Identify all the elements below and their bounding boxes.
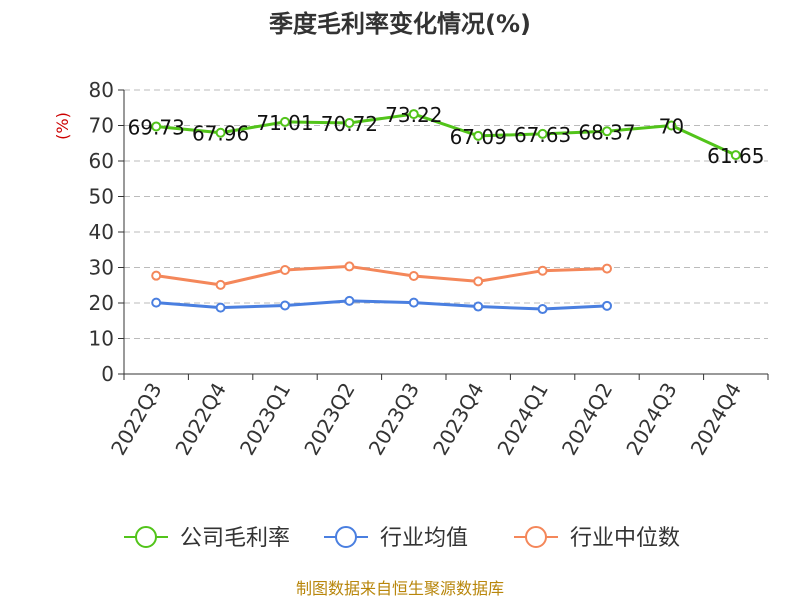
data-point — [473, 130, 484, 141]
data-point — [730, 150, 741, 161]
data-label: 71.01 — [256, 111, 313, 135]
legend-label: 行业均值 — [380, 526, 468, 551]
data-label: 70.72 — [321, 112, 378, 136]
legend-label: 行业中位数 — [570, 526, 680, 551]
data-label: 68.37 — [578, 120, 635, 144]
y-tick-label: 20 — [89, 291, 114, 315]
data-point — [280, 264, 290, 275]
data-point — [537, 128, 548, 139]
data-point — [151, 270, 162, 281]
chart-title: 季度毛利率变化情况(%) — [269, 10, 531, 38]
data-point — [537, 304, 548, 315]
data-point — [602, 263, 612, 274]
data-label: 73.22 — [385, 103, 442, 127]
data-labels: 69.73 67.96 71.01 70.72 73.22 67.09 67.63 68.37… — [128, 103, 765, 168]
series-line — [155, 264, 608, 287]
x-tick-label: 2024Q3 — [621, 379, 681, 460]
data-point — [215, 302, 226, 313]
data-point — [344, 261, 355, 272]
data-label: 69.73 — [128, 115, 185, 139]
legend-marker — [135, 526, 157, 548]
legend-marker — [335, 526, 357, 548]
data-point — [151, 121, 162, 132]
data-label: 67.09 — [450, 125, 507, 149]
data-point — [151, 297, 162, 308]
y-tick-label: 30 — [89, 256, 114, 280]
data-point — [280, 300, 290, 311]
x-tick-label: 2024Q1 — [492, 379, 552, 460]
data-point — [215, 279, 226, 290]
data-label: 70 — [659, 115, 684, 139]
data-label: 67.63 — [514, 123, 571, 147]
y-tick-label: 50 — [89, 185, 114, 209]
legend: 公司毛利率 行业均值 行业中位数 — [124, 526, 680, 551]
data-point — [666, 120, 677, 131]
y-tick-label: 0 — [101, 362, 114, 386]
data-point — [344, 117, 355, 128]
x-tick-label: 2023Q4 — [428, 379, 488, 460]
x-tick-label: 2022Q4 — [170, 379, 230, 460]
x-tick-label: 2022Q3 — [106, 379, 166, 460]
data-point — [473, 276, 484, 287]
x-tick-label: 2024Q2 — [557, 379, 617, 460]
series-line — [156, 112, 737, 157]
source-note: 制图数据来自恒生聚源数据库 — [296, 579, 504, 598]
data-point — [602, 300, 612, 311]
data-point — [215, 127, 226, 138]
data-point — [344, 295, 355, 306]
data-point — [408, 297, 419, 308]
data-point — [408, 271, 419, 282]
x-tick-label: 2023Q1 — [235, 379, 295, 460]
series-group — [151, 109, 741, 315]
data-label: 67.96 — [192, 122, 249, 146]
legend-label: 公司毛利率 — [180, 526, 290, 551]
x-tick-label: 2023Q3 — [364, 379, 424, 460]
y-tick-label: 60 — [89, 149, 114, 173]
x-tick-label: 2023Q2 — [299, 379, 359, 460]
data-label: 61.65 — [707, 144, 764, 168]
y-tick-label: 80 — [89, 78, 114, 102]
y-axis-unit-label: (%) — [53, 112, 72, 140]
y-tick-label: 70 — [89, 114, 114, 138]
data-point — [280, 116, 290, 127]
data-point — [473, 301, 484, 312]
x-tick-label: 2024Q4 — [686, 379, 746, 460]
legend-marker — [525, 526, 547, 548]
data-point — [408, 109, 419, 120]
series-line — [156, 299, 608, 311]
data-point — [602, 126, 612, 137]
data-point — [537, 265, 548, 276]
y-tick-label: 10 — [89, 327, 114, 351]
y-tick-label: 40 — [89, 220, 114, 244]
